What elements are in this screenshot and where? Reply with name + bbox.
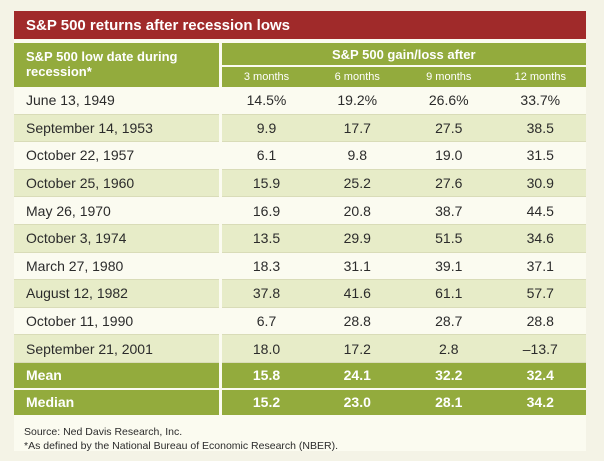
- row-value: 57.7: [494, 279, 587, 308]
- table-title: S&P 500 returns after recession lows: [26, 16, 291, 34]
- row-date: May 26, 1970: [14, 196, 222, 225]
- header-9-months: 9 months: [403, 66, 495, 87]
- row-value: 18.0: [220, 334, 312, 363]
- table-row: March 27, 1980 18.3 31.1 39.1 37.1: [14, 252, 587, 281]
- summary-row-median: Median 15.2 23.0 28.1 34.2: [14, 388, 587, 417]
- row-value: 34.6: [494, 224, 587, 253]
- row-value: 28.8: [311, 307, 403, 336]
- header-date-column: S&P 500 low date during recession*: [14, 43, 222, 87]
- table-row: October 25, 1960 15.9 25.2 27.6 30.9: [14, 169, 587, 198]
- table-row: August 12, 1982 37.8 41.6 61.1 57.7: [14, 279, 587, 308]
- header-3-months: 3 months: [220, 66, 312, 87]
- row-value: 19.2%: [311, 87, 403, 115]
- table-notes: Source: Ned Davis Research, Inc. *As def…: [14, 417, 586, 453]
- table-row: October 22, 1957 6.1 9.8 19.0 31.5: [14, 141, 587, 170]
- row-date: June 13, 1949: [14, 87, 222, 115]
- row-value: 41.6: [311, 279, 403, 308]
- row-value: 33.7%: [494, 87, 587, 115]
- row-value: 28.8: [494, 307, 587, 336]
- summary-value: 15.2: [220, 388, 312, 417]
- row-date: March 27, 1980: [14, 252, 222, 281]
- returns-table: S&P 500 low date during recession* S&P 5…: [14, 43, 587, 417]
- row-value: 27.6: [403, 169, 495, 198]
- row-value: 25.2: [311, 169, 403, 198]
- summary-value: 23.0: [311, 388, 403, 417]
- summary-value: 28.1: [403, 388, 495, 417]
- source-note: Source: Ned Davis Research, Inc.: [24, 425, 183, 438]
- summary-value: 34.2: [494, 388, 587, 417]
- row-value: 19.0: [403, 141, 495, 170]
- row-value: 30.9: [494, 169, 587, 198]
- table-row: September 14, 1953 9.9 17.7 27.5 38.5: [14, 114, 587, 143]
- row-value: 26.6%: [403, 87, 495, 115]
- row-date: October 22, 1957: [14, 141, 222, 170]
- row-value: 14.5%: [220, 87, 312, 115]
- row-value: 44.5: [494, 196, 587, 225]
- row-value: 17.7: [311, 114, 403, 143]
- row-value: 39.1: [403, 252, 495, 281]
- row-value: 31.5: [494, 141, 587, 170]
- table-row: May 26, 1970 16.9 20.8 38.7 44.5: [14, 196, 587, 225]
- row-value: 6.1: [220, 141, 312, 170]
- row-value: –13.7: [494, 334, 587, 363]
- summary-value: 32.2: [403, 362, 495, 390]
- title-bar: S&P 500 returns after recession lows: [14, 11, 586, 39]
- row-value: 51.5: [403, 224, 495, 253]
- header-gain-loss-group: S&P 500 gain/loss after: [220, 43, 587, 67]
- row-date: October 25, 1960: [14, 169, 222, 198]
- summary-value: 32.4: [494, 362, 587, 390]
- row-value: 16.9: [220, 196, 312, 225]
- row-value: 15.9: [220, 169, 312, 198]
- row-value: 27.5: [403, 114, 495, 143]
- table-row: June 13, 1949 14.5% 19.2% 26.6% 33.7%: [14, 87, 587, 115]
- row-value: 2.8: [403, 334, 495, 363]
- row-value: 61.1: [403, 279, 495, 308]
- summary-value: 15.8: [220, 362, 312, 390]
- header-12-months: 12 months: [494, 66, 587, 87]
- row-value: 9.9: [220, 114, 312, 143]
- footnote: *As defined by the National Bureau of Ec…: [24, 439, 338, 452]
- row-value: 6.7: [220, 307, 312, 336]
- row-value: 9.8: [311, 141, 403, 170]
- row-value: 29.9: [311, 224, 403, 253]
- row-value: 37.1: [494, 252, 587, 281]
- row-value: 13.5: [220, 224, 312, 253]
- row-value: 31.1: [311, 252, 403, 281]
- row-date: August 12, 1982: [14, 279, 222, 308]
- row-value: 18.3: [220, 252, 312, 281]
- row-value: 28.7: [403, 307, 495, 336]
- table-row: September 21, 2001 18.0 17.2 2.8 –13.7: [14, 334, 587, 363]
- row-value: 17.2: [311, 334, 403, 363]
- summary-value: 24.1: [311, 362, 403, 390]
- row-date: October 3, 1974: [14, 224, 222, 253]
- summary-label: Median: [14, 388, 222, 417]
- table-row: October 3, 1974 13.5 29.9 51.5 34.6: [14, 224, 587, 253]
- row-value: 37.8: [220, 279, 312, 308]
- summary-row-mean: Mean 15.8 24.1 32.2 32.4: [14, 362, 587, 390]
- returns-table-card: S&P 500 returns after recession lows S&P…: [14, 11, 587, 453]
- row-value: 38.5: [494, 114, 587, 143]
- row-value: 20.8: [311, 196, 403, 225]
- table-row: October 11, 1990 6.7 28.8 28.7 28.8: [14, 307, 587, 336]
- row-date: October 11, 1990: [14, 307, 222, 336]
- row-date: September 21, 2001: [14, 334, 222, 363]
- row-date: September 14, 1953: [14, 114, 222, 143]
- summary-label: Mean: [14, 362, 222, 390]
- row-value: 38.7: [403, 196, 495, 225]
- header-6-months: 6 months: [311, 66, 403, 87]
